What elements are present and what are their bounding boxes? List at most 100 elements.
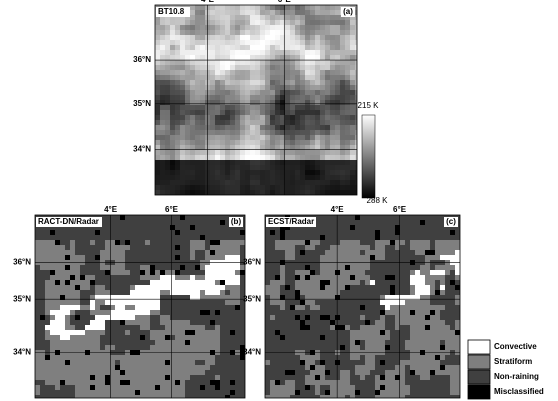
lat-label: 36°N xyxy=(133,55,151,64)
pixel xyxy=(40,310,45,315)
pixel xyxy=(420,250,425,255)
pixel xyxy=(330,235,335,240)
pixel xyxy=(190,190,195,195)
pixel xyxy=(215,95,220,100)
pixel xyxy=(345,320,350,325)
pixel xyxy=(100,380,105,385)
pixel xyxy=(455,390,460,395)
pixel xyxy=(450,345,455,350)
pixel xyxy=(245,135,250,140)
pixel xyxy=(235,335,240,340)
pixel xyxy=(120,370,125,375)
pixel xyxy=(185,165,190,170)
pixel xyxy=(335,315,340,320)
pixel xyxy=(405,355,410,360)
pixel xyxy=(400,240,405,245)
pixel xyxy=(195,240,200,245)
pixel xyxy=(255,30,260,35)
pixel xyxy=(305,355,310,360)
pixel xyxy=(310,155,315,160)
pixel xyxy=(105,245,110,250)
pixel xyxy=(155,225,160,230)
pixel xyxy=(140,240,145,245)
pixel xyxy=(275,135,280,140)
pixel xyxy=(260,165,265,170)
pixel xyxy=(70,245,75,250)
pixel xyxy=(335,5,340,10)
pixel xyxy=(325,110,330,115)
pixel xyxy=(300,45,305,50)
pixel xyxy=(65,310,70,315)
pixel xyxy=(125,375,130,380)
pixel xyxy=(230,60,235,65)
pixel xyxy=(295,170,300,175)
pixel xyxy=(160,245,165,250)
pixel xyxy=(345,65,350,70)
pixel xyxy=(250,175,255,180)
pixel xyxy=(290,105,295,110)
pixel xyxy=(375,230,380,235)
pixel xyxy=(325,185,330,190)
pixel xyxy=(270,120,275,125)
pixel xyxy=(340,60,345,65)
pixel xyxy=(360,275,365,280)
pixel xyxy=(165,270,170,275)
pixel xyxy=(130,380,135,385)
pixel xyxy=(165,340,170,345)
pixel xyxy=(265,265,270,270)
pixel xyxy=(230,370,235,375)
pixel xyxy=(360,230,365,235)
pixel xyxy=(285,55,290,60)
pixel xyxy=(300,380,305,385)
pixel xyxy=(140,355,145,360)
pixel xyxy=(210,365,215,370)
pixel xyxy=(325,355,330,360)
pixel xyxy=(85,380,90,385)
pixel xyxy=(405,325,410,330)
pixel xyxy=(185,380,190,385)
pixel xyxy=(240,375,245,380)
pixel xyxy=(155,230,160,235)
pixel xyxy=(200,385,205,390)
pixel xyxy=(240,115,245,120)
pixel xyxy=(330,55,335,60)
pixel xyxy=(235,240,240,245)
pixel xyxy=(185,70,190,75)
pixel xyxy=(255,65,260,70)
pixel xyxy=(115,305,120,310)
pixel xyxy=(450,360,455,365)
lon-label: 6°E xyxy=(165,205,179,214)
pixel xyxy=(300,235,305,240)
pixel xyxy=(325,360,330,365)
pixel xyxy=(225,180,230,185)
pixel xyxy=(240,95,245,100)
pixel xyxy=(330,310,335,315)
pixel xyxy=(445,290,450,295)
pixel xyxy=(340,360,345,365)
pixel xyxy=(180,270,185,275)
pixel xyxy=(50,300,55,305)
pixel xyxy=(450,310,455,315)
pixel xyxy=(170,390,175,395)
pixel xyxy=(115,315,120,320)
pixel xyxy=(125,230,130,235)
pixel xyxy=(225,95,230,100)
pixel xyxy=(190,170,195,175)
pixel xyxy=(275,180,280,185)
pixel xyxy=(205,220,210,225)
pixel xyxy=(175,355,180,360)
pixel xyxy=(235,110,240,115)
pixel xyxy=(300,70,305,75)
pixel xyxy=(100,395,105,398)
pixel xyxy=(180,170,185,175)
pixel xyxy=(145,225,150,230)
pixel xyxy=(200,155,205,160)
pixel xyxy=(220,235,225,240)
pixel xyxy=(330,390,335,395)
pixel xyxy=(170,25,175,30)
pixel xyxy=(55,390,60,395)
pixel xyxy=(50,390,55,395)
pixel xyxy=(155,315,160,320)
pixel xyxy=(220,245,225,250)
pixel xyxy=(320,265,325,270)
